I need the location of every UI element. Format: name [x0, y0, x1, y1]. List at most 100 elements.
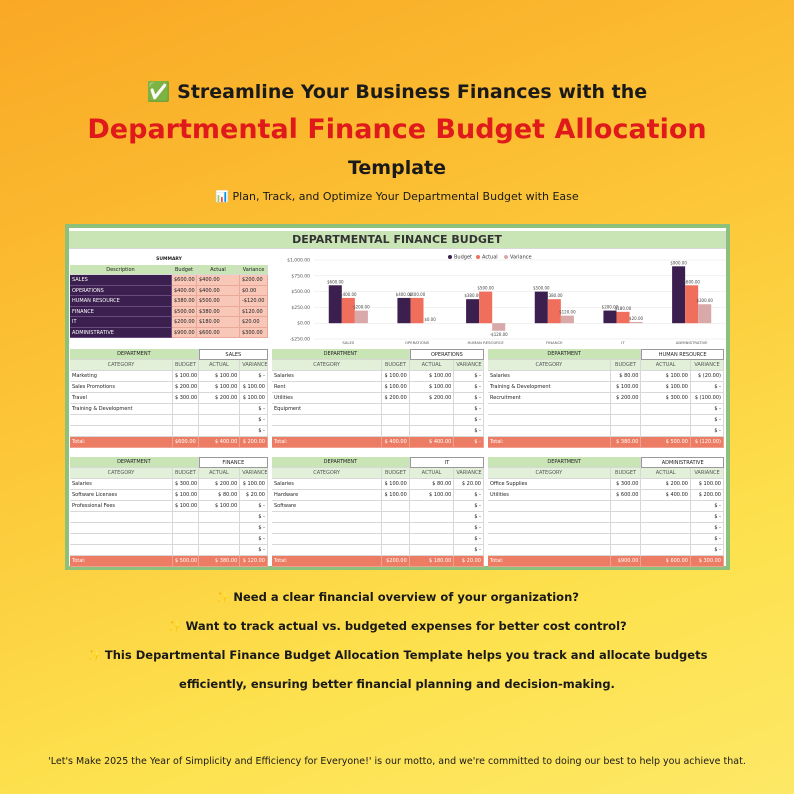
total-cell: $ 400.00: [198, 437, 241, 448]
total-cell: $ 380.00: [198, 556, 241, 567]
table-cell: [382, 534, 410, 545]
table-cell: [409, 512, 455, 523]
table-cell: [488, 512, 611, 523]
table-cell: $ -: [690, 523, 724, 534]
table-cell: [172, 534, 199, 545]
table-cell: [409, 534, 455, 545]
table-cell: $ 100.00: [409, 382, 455, 393]
table-cell: $ -: [690, 545, 724, 556]
table-cell: $ -: [690, 512, 724, 523]
summary-cell: $500.00: [172, 306, 197, 317]
table-cell: $ 100.00: [172, 371, 199, 382]
summary-cell: ADMINISTRATIVE: [70, 327, 172, 338]
table-cell: $ 100.00: [409, 490, 455, 501]
table-cell: [382, 523, 410, 534]
table-cell: [409, 523, 455, 534]
table-cell: $ 100.00: [641, 382, 691, 393]
table-cell: [172, 512, 199, 523]
column-header: CATEGORY: [70, 360, 173, 371]
table-cell: $ 200.00: [409, 393, 455, 404]
summary-cell: $400.00: [197, 285, 240, 296]
table-cell: [610, 534, 642, 545]
table-cell: $ -: [690, 415, 724, 426]
column-header: VARIANCE: [690, 468, 724, 479]
department-label: DEPARTMENT: [488, 349, 642, 360]
table-cell: $ -: [454, 382, 484, 393]
table-cell: [172, 404, 199, 415]
table-cell: Utilities: [488, 490, 611, 501]
table-cell: $ 100.00: [382, 371, 410, 382]
table-cell: $ 600.00: [610, 490, 642, 501]
summary-cell: OPERATIONS: [70, 285, 172, 296]
department-label: DEPARTMENT: [70, 349, 199, 360]
bullet-line: ✨ Need a clear financial overview of you…: [215, 590, 579, 604]
intro-line: ✅ Streamline Your Business Finances with…: [146, 81, 648, 103]
column-header: VARIANCE: [454, 468, 484, 479]
summary-cell: $200.00: [172, 317, 197, 328]
total-cell: $ 120.00: [240, 556, 268, 567]
table-cell: $ -: [454, 371, 484, 382]
table-cell: $ -: [240, 371, 268, 382]
table-cell: $ 200.00: [690, 490, 724, 501]
table-cell: [272, 545, 383, 556]
table-cell: $ 100.00: [240, 479, 268, 490]
table-cell: $ -: [454, 393, 484, 404]
table-cell: $ -: [240, 404, 268, 415]
table-cell: [610, 512, 642, 523]
footer: 'Let's Make 2025 the Year of Simplicity …: [48, 756, 746, 767]
table-cell: $ 400.00: [641, 490, 691, 501]
table-cell: $ -: [454, 512, 484, 523]
table-cell: [409, 426, 455, 437]
table-cell: $ 100.00: [382, 479, 410, 490]
table-cell: $ -: [240, 426, 268, 437]
column-header: BUDGET: [172, 468, 199, 479]
column-header: CATEGORY: [70, 468, 173, 479]
table-cell: Salaries: [272, 371, 383, 382]
summary-title: SUMMARY: [156, 257, 182, 262]
total-cell: $ 400.00: [382, 437, 410, 448]
department-label: DEPARTMENT: [272, 349, 410, 360]
department-label: DEPARTMENT: [272, 457, 410, 468]
department-select[interactable]: HUMAN RESOURCE: [641, 349, 724, 360]
department-select[interactable]: FINANCE: [198, 457, 268, 468]
summary-cell: $380.00: [172, 296, 197, 307]
table-cell: $ -: [690, 501, 724, 512]
department-select[interactable]: OPERATIONS: [409, 349, 484, 360]
department-select[interactable]: IT: [409, 457, 484, 468]
summary-cell: -$120.00: [240, 296, 268, 307]
summary-cell: IT: [70, 317, 172, 328]
summary-header: Variance: [240, 265, 268, 275]
table-cell: [70, 523, 173, 534]
department-label: DEPARTMENT: [488, 457, 642, 468]
total-cell: Total:: [272, 556, 383, 567]
table-cell: Software Licenses: [70, 490, 173, 501]
total-cell: $ 20.00: [454, 556, 484, 567]
summary-cell: $600.00: [197, 327, 240, 338]
summary-cell: $400.00: [172, 285, 197, 296]
department-select[interactable]: SALES: [198, 349, 268, 360]
table-cell: Training & Development: [70, 404, 173, 415]
total-cell: Total:: [70, 556, 173, 567]
table-cell: [198, 415, 241, 426]
table-cell: [272, 512, 383, 523]
title-line: Template: [347, 157, 447, 179]
table-cell: [382, 415, 410, 426]
table-cell: $ 300.00: [610, 479, 642, 490]
summary-header: Description: [70, 265, 172, 275]
table-cell: $ 20.00: [240, 490, 268, 501]
summary-cell: $380.00: [197, 306, 240, 317]
table-cell: [610, 523, 642, 534]
total-cell: $900.00: [610, 556, 642, 567]
table-cell: [172, 523, 199, 534]
table-cell: [610, 404, 642, 415]
table-cell: [272, 426, 383, 437]
table-cell: Salaries: [70, 479, 173, 490]
table-cell: $ 200.00: [198, 393, 241, 404]
summary-cell: $20.00: [240, 317, 268, 328]
table-cell: [172, 415, 199, 426]
total-cell: $ 500.00: [641, 437, 691, 448]
table-cell: $ 100.00: [240, 382, 268, 393]
table-cell: $ 100.00: [240, 393, 268, 404]
table-cell: $ 100.00: [172, 501, 199, 512]
department-select[interactable]: ADMINISTRATIVE: [641, 457, 724, 468]
